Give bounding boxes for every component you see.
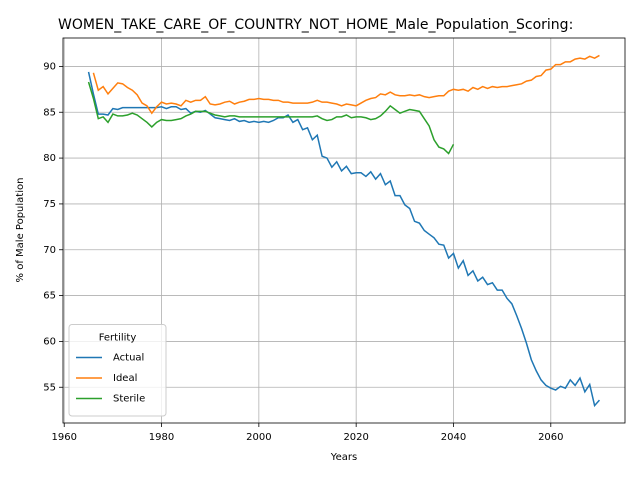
- x-tick-label: 2000: [246, 432, 271, 443]
- x-tick-label: 1960: [51, 432, 76, 443]
- x-tick-label: 1980: [149, 432, 174, 443]
- data-line: [92, 54, 600, 115]
- chart-title: WOMEN_TAKE_CARE_OF_COUNTRY_NOT_HOME_Male…: [58, 17, 573, 33]
- y-tick-label: 70: [43, 245, 56, 256]
- y-tick-label: 85: [43, 107, 56, 118]
- legend-label: Sterile: [113, 394, 145, 405]
- data-line: [87, 71, 601, 408]
- y-tick-label: 80: [43, 153, 56, 164]
- legend-box: [68, 324, 167, 417]
- y-tick-label: 90: [43, 61, 56, 72]
- legend-label: Ideal: [113, 373, 137, 384]
- legend-label: Actual: [113, 353, 144, 364]
- axes-frame: [62, 37, 626, 424]
- y-tick-label: 55: [43, 382, 56, 393]
- y-tick-label: 60: [43, 336, 56, 347]
- x-tick-label: 2020: [343, 432, 368, 443]
- legend-title: Fertility: [99, 333, 137, 344]
- data-line: [87, 81, 455, 155]
- x-axis-label: Years: [330, 452, 357, 463]
- x-tick-label: 2040: [441, 432, 466, 443]
- x-tick-label: 2060: [538, 432, 563, 443]
- y-tick-label: 65: [43, 291, 56, 302]
- y-axis-label: % of Male Population: [15, 178, 26, 283]
- y-tick-label: 75: [43, 199, 56, 210]
